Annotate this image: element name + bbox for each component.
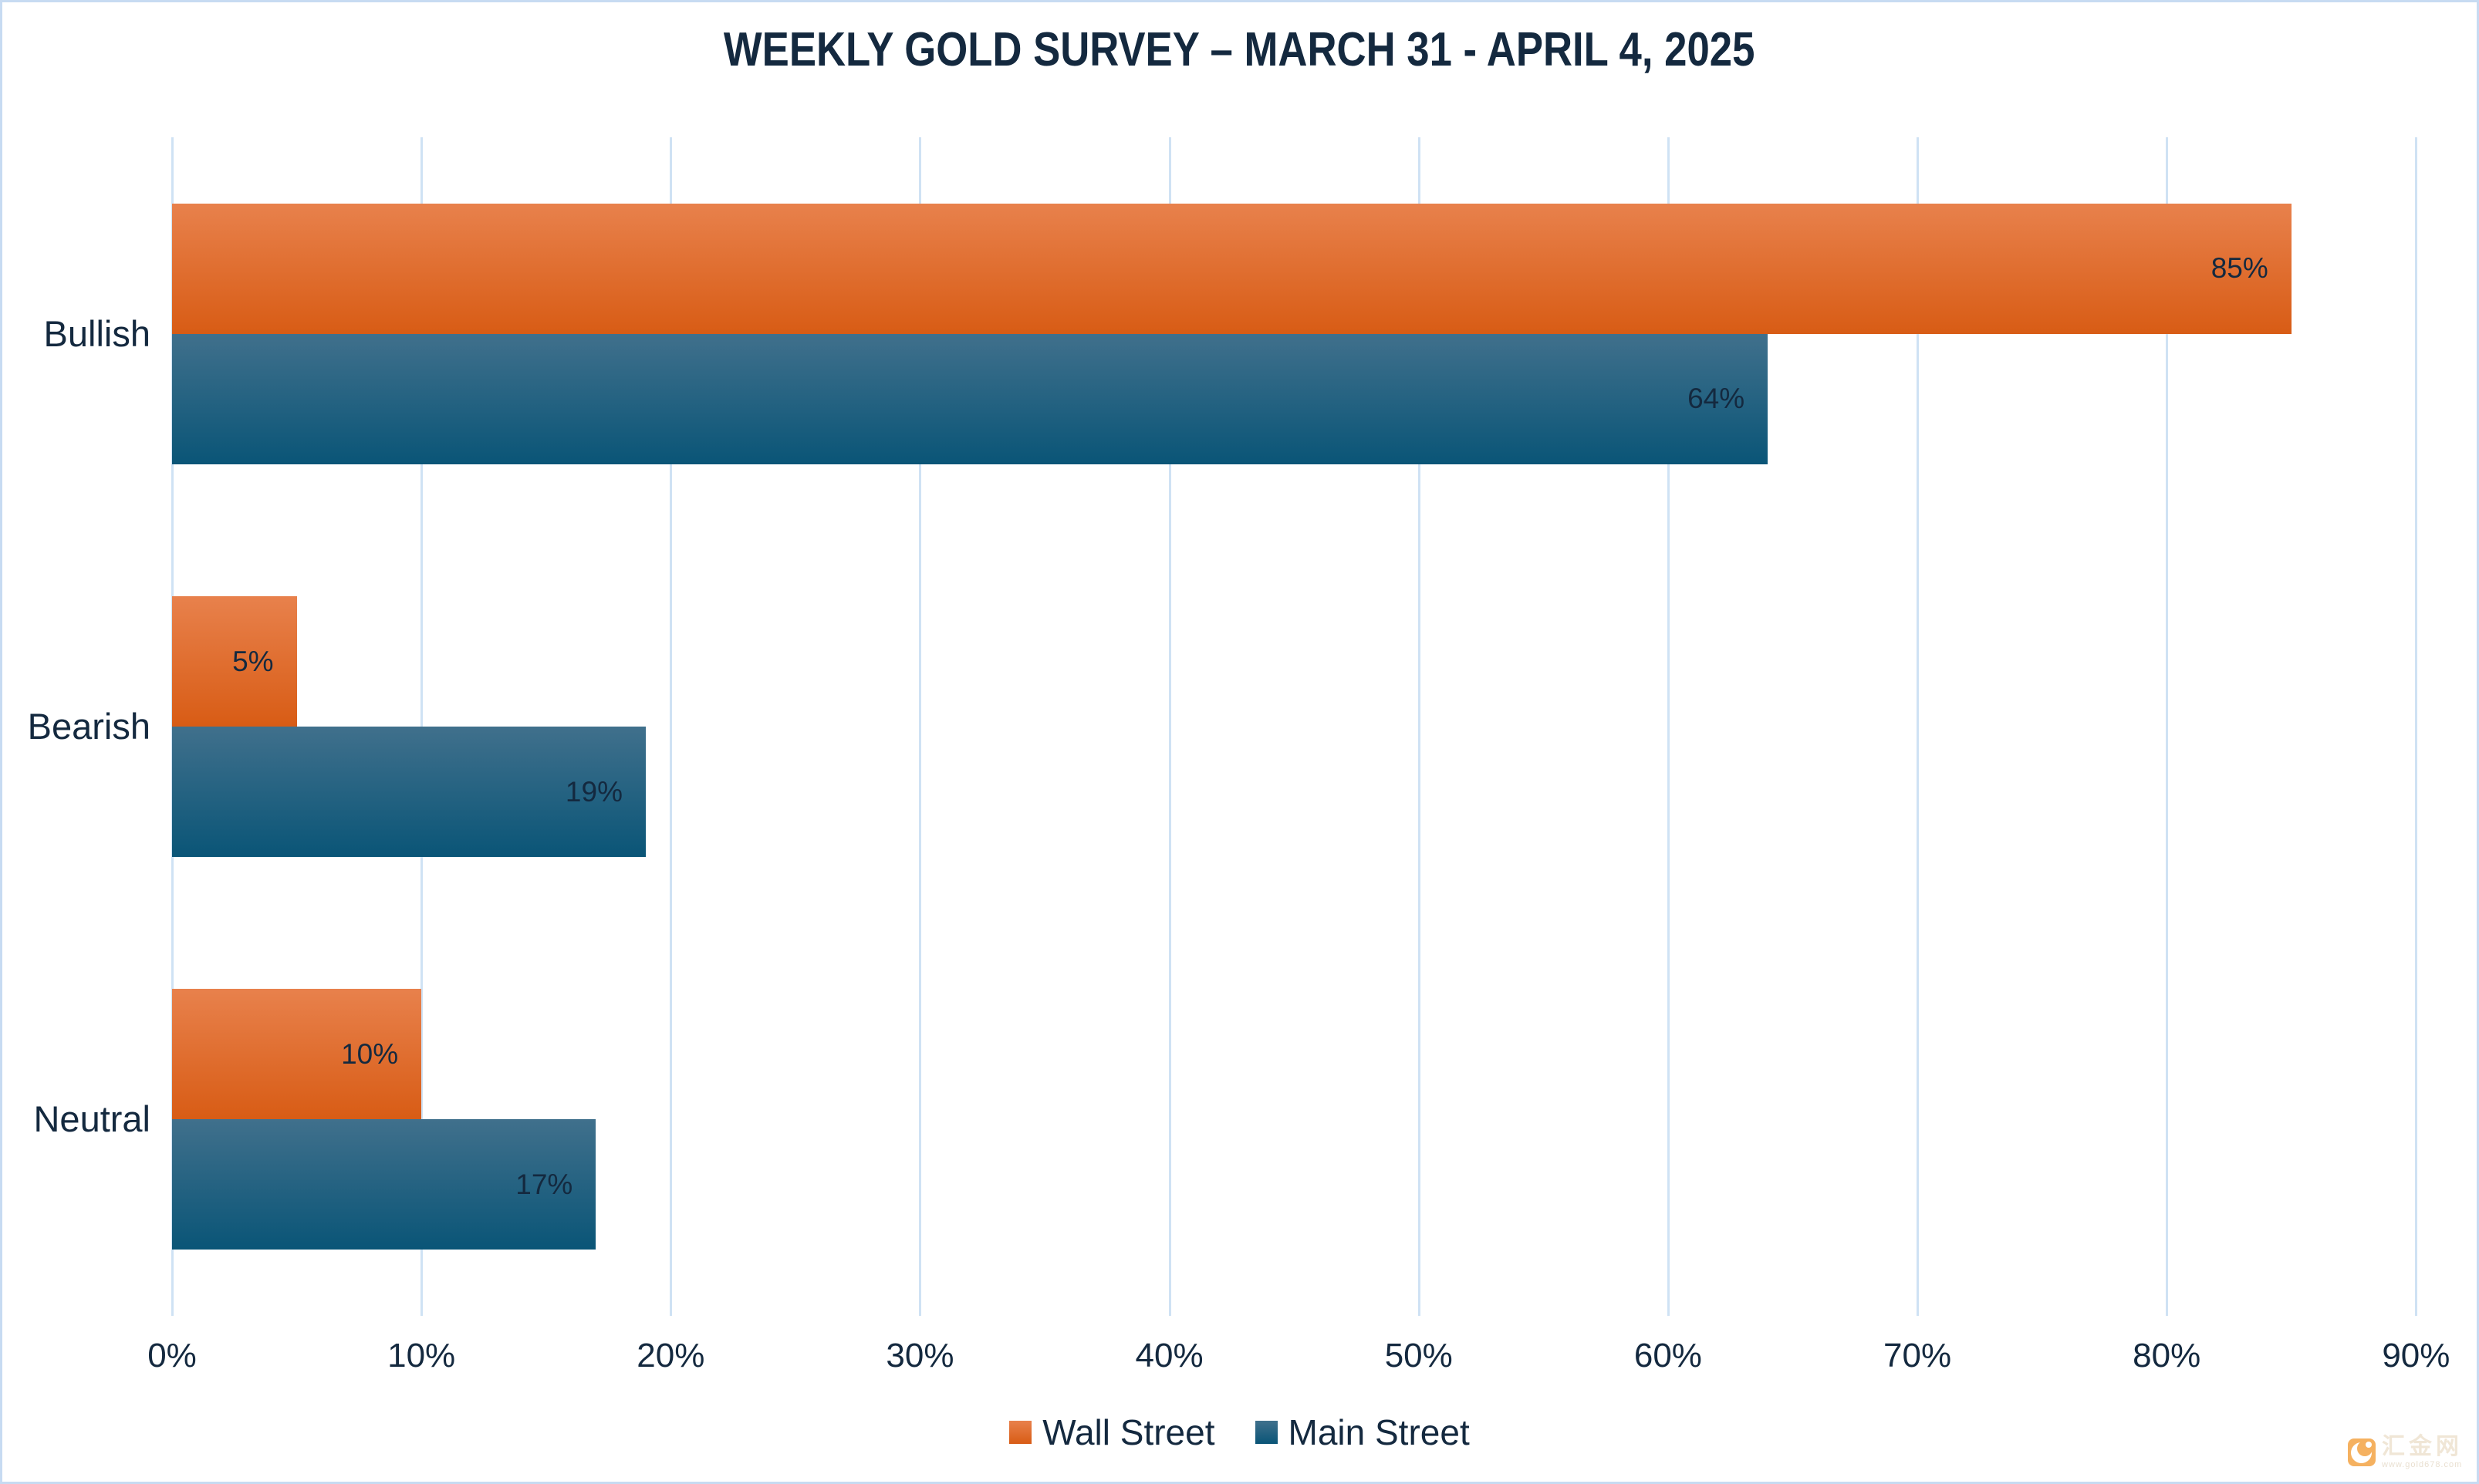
x-tick-label-30: 30%: [886, 1337, 954, 1374]
legend-label-wall-street: Wall Street: [1042, 1412, 1215, 1452]
gridline-50: [1417, 137, 1420, 1316]
bar-wall-street-neutral: 10%: [172, 989, 422, 1120]
gridline-20: [670, 137, 673, 1316]
watermark-logo-icon: [2348, 1438, 2376, 1466]
x-tick-label-20: 20%: [637, 1337, 705, 1374]
bar-value-label-wall-street-bearish: 5%: [232, 645, 274, 677]
x-axis: 0% 10% 20% 30% 40% 50% 60% 70% 80% 90%: [147, 1337, 2466, 1383]
watermark-site-name: 汇金网: [2382, 1434, 2463, 1459]
x-tick-label-10: 10%: [387, 1337, 456, 1374]
x-tick-label-40: 40%: [1135, 1337, 1204, 1374]
bar-wall-street-bullish: 85%: [172, 203, 2292, 334]
category-label-bearish: Bearish: [27, 706, 150, 747]
x-tick-label-0: 0%: [147, 1337, 197, 1374]
bar-value-label-wall-street-neutral: 10%: [341, 1037, 399, 1070]
x-tick-label-50: 50%: [1384, 1337, 1453, 1374]
bar-wall-street-bearish: 5%: [172, 596, 297, 727]
bar-value-label-main-street-bearish: 19%: [565, 775, 623, 808]
crescent-dot-shape: [2366, 1442, 2372, 1448]
gridline-30: [919, 137, 922, 1316]
bar-value-label-wall-street-bullish: 85%: [2210, 252, 2268, 285]
category-label-neutral: Neutral: [33, 1098, 150, 1140]
x-tick-label-80: 80%: [2133, 1337, 2201, 1374]
legend-swatch-wall-street: [1009, 1421, 1032, 1444]
watermark-text: 汇金网 www.gold678.com: [2382, 1435, 2463, 1469]
gridline-70: [1917, 137, 1920, 1316]
bar-main-street-bearish: 19%: [172, 727, 646, 857]
legend-label-main-street: Main Street: [1288, 1412, 1470, 1452]
bar-main-street-neutral: 17%: [172, 1119, 596, 1250]
plot-area: 85% 64% 5% 19% 10% 17%: [171, 137, 2466, 1316]
watermark-site-url: www.gold678.com: [2382, 1460, 2463, 1469]
bar-value-label-main-street-bullish: 64%: [1687, 383, 1745, 415]
watermark: 汇金网 www.gold678.com: [2348, 1435, 2463, 1469]
legend: Wall Street Main Street: [2, 1408, 2477, 1457]
chart-title: WEEKLY GOLD SURVEY – MARCH 31 - APRIL 4,…: [2, 22, 2477, 77]
bar-value-label-main-street-neutral: 17%: [515, 1168, 573, 1200]
x-tick-label-90: 90%: [2382, 1337, 2450, 1374]
x-tick-label-60: 60%: [1633, 1337, 1702, 1374]
bar-main-street-bullish: 64%: [172, 333, 1768, 464]
chart-title-text: WEEKLY GOLD SURVEY – MARCH 31 - APRIL 4,…: [724, 23, 1755, 76]
legend-swatch-main-street: [1255, 1421, 1278, 1444]
legend-item-main-street: Main Street: [1255, 1411, 1470, 1453]
gridline-60: [1667, 137, 1670, 1316]
gridline-40: [1168, 137, 1171, 1316]
gridline-80: [2166, 137, 2169, 1316]
category-label-bullish: Bullish: [43, 312, 150, 354]
gridline-90: [2415, 137, 2418, 1316]
x-tick-label-70: 70%: [1883, 1337, 1952, 1374]
legend-item-wall-street: Wall Street: [1009, 1411, 1215, 1453]
